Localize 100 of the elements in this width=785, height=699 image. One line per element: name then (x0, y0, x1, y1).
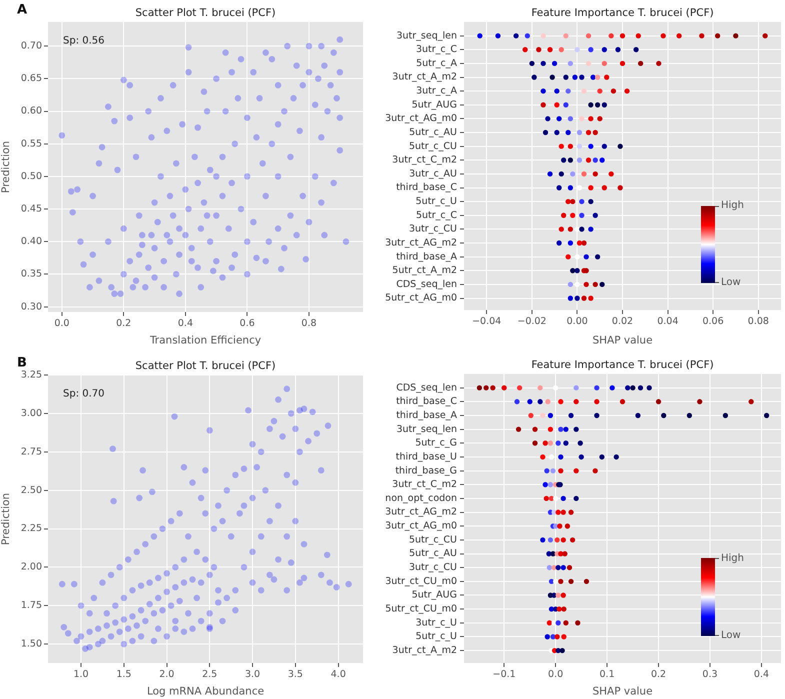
x-tick-label: 1.0 (73, 669, 89, 680)
y-tick-label: 3.00 (20, 408, 42, 419)
y-tick-label: third_base_A (396, 251, 458, 262)
x-tick-label: 0.06 (702, 316, 724, 328)
y-tick-label: 2.00 (20, 562, 42, 573)
x-tick-label: 0.6 (240, 318, 255, 330)
y-tick-label: CDS_seq_len (396, 278, 457, 290)
chart-title: Feature Importance T. brucei (PCF) (531, 7, 714, 20)
y-tick-label: 3utr_c_CU (408, 562, 458, 574)
y-tick-label: third_base_C (396, 396, 458, 408)
x-tick-label: −0.02 (517, 316, 546, 328)
x-tick-label: 2.0 (159, 669, 174, 680)
annotation: High (721, 552, 744, 565)
x-tick-label: 0.4 (754, 669, 769, 680)
y-tick-label: 5utr_AUG (412, 590, 457, 601)
x-axis-title: Translation Efficiency (148, 334, 262, 346)
y-tick-label: 3utr_ct_AG_m2 (385, 506, 457, 518)
y-tick-label: 5utr_ct_A_m2 (392, 265, 457, 276)
y-tick-label: 0.40 (20, 236, 42, 248)
y-tick-label: 1.50 (20, 638, 42, 650)
y-tick-label: 3utr_c_AU (409, 168, 458, 180)
y-tick-label: 0.70 (20, 40, 42, 52)
y-tick-label: 3utr_c_U (416, 617, 458, 628)
y-tick-label: 2.25 (20, 523, 42, 534)
y-tick-label: 5utr_c_U (416, 631, 458, 642)
y-tick-label: 3utr_c_CU (408, 224, 458, 235)
y-tick-label: 3utr_c_A (416, 86, 458, 97)
y-tick-label: non_opt_codon (385, 492, 457, 504)
y-tick-label: 3utr_seq_len (396, 424, 457, 435)
x-tick-label: 0.00 (566, 316, 588, 328)
y-tick-label: 3utr_ct_AG_m0 (385, 520, 457, 532)
chart-title: Feature Importance T. brucei (PCF) (531, 359, 714, 372)
y-tick-label: 3utr_ct_A_m2 (392, 645, 457, 656)
chart-title: Scatter Plot T. brucei (PCF) (135, 7, 276, 20)
y-tick-label: 3utr_ct_AG_m2 (385, 237, 457, 248)
x-tick-label: 3.5 (288, 669, 303, 680)
x-tick-label: 0.2 (650, 669, 666, 680)
y-tick-label: 2.50 (20, 484, 42, 496)
y-axis-title: Prediction (0, 140, 12, 194)
x-axis-title: SHAP value (592, 685, 653, 698)
x-tick-label: 0.04 (657, 316, 678, 328)
x-tick-label: 0.08 (748, 316, 769, 328)
annotation: Sp: 0.56 (63, 36, 105, 47)
x-tick-label: 0.0 (54, 318, 70, 330)
y-tick-label: 3utr_ct_CU_m0 (385, 576, 457, 587)
y-tick-label: 0.60 (20, 106, 42, 117)
chart-title: Scatter Plot T. brucei (PCF) (135, 360, 276, 372)
y-tick-label: 5utr_c_AU (409, 126, 458, 138)
y-tick-label: 3utr_seq_len (396, 30, 457, 42)
y-tick-label: 3utr_ct_AG_m0 (385, 113, 457, 124)
y-tick-label: 5utr_c_G (415, 438, 457, 449)
x-tick-label: 0.4 (178, 318, 193, 330)
y-tick-label: third_base_G (395, 465, 457, 476)
y-tick-label: 3utr_ct_A_m2 (392, 72, 457, 83)
y-tick-label: 1.75 (20, 600, 42, 612)
y-tick-label: 5utr_ct_CU_m0 (385, 604, 457, 615)
annotation: Sp: 0.70 (63, 388, 105, 400)
y-tick-label: 5utr_c_C (416, 210, 458, 221)
y-tick-label: 5utr_c_A (416, 58, 458, 69)
x-tick-label: 0.0 (548, 669, 564, 680)
y-axis-title: Prediction (0, 492, 12, 546)
y-tick-label: 0.45 (20, 204, 42, 214)
y-tick-label: 0.30 (20, 301, 42, 312)
x-axis-title: SHAP value (592, 334, 653, 346)
text: A (17, 2, 28, 18)
y-tick-label: third_base_U (396, 451, 458, 462)
x-axis-title: Log mRNA Abundance (146, 685, 264, 698)
y-tick-label: 3.25 (20, 369, 42, 380)
x-tick-label: 0.02 (612, 316, 634, 328)
annotation: Low (721, 276, 741, 289)
y-tick-label: 5utr_c_CU (408, 140, 458, 152)
y-tick-label: 0.65 (20, 73, 42, 84)
y-tick-label: 3utr_c_C (416, 44, 458, 56)
annotation: Low (721, 630, 741, 642)
y-tick-label: third_base_A (396, 410, 458, 421)
x-tick-label: 0.1 (600, 669, 615, 680)
y-tick-label: 2.75 (20, 446, 42, 458)
y-tick-label: CDS_seq_len (396, 382, 457, 394)
y-tick-label: 5utr_AUG (412, 99, 457, 110)
y-tick-label: 5utr_c_U (416, 196, 458, 208)
x-tick-label: 2.5 (202, 669, 218, 680)
y-tick-label: 3utr_ct_C_m2 (392, 479, 457, 490)
y-tick-label: 0.55 (20, 138, 42, 150)
y-tick-label: 5utr_c_CU (408, 534, 458, 546)
x-tick-label: 3.0 (244, 669, 260, 680)
y-tick-label: 5utr_ct_AG_m0 (385, 292, 457, 304)
x-tick-label: 4.0 (330, 669, 346, 680)
x-tick-label: 1.5 (116, 669, 132, 680)
y-tick-label: 3utr_ct_C_m2 (392, 154, 457, 166)
y-tick-label: 0.35 (20, 268, 42, 280)
text: B (17, 355, 27, 370)
y-tick-label: third_base_C (396, 182, 458, 194)
annotation: High (721, 200, 744, 212)
y-tick-label: 0.50 (20, 170, 42, 182)
x-tick-label: −0.04 (472, 316, 502, 328)
x-tick-label: −0.1 (492, 669, 516, 680)
y-tick-label: 5utr_c_AU (409, 548, 458, 560)
x-tick-label: 0.8 (301, 318, 317, 330)
x-tick-label: 0.3 (702, 669, 718, 680)
x-tick-label: 0.2 (116, 318, 132, 330)
